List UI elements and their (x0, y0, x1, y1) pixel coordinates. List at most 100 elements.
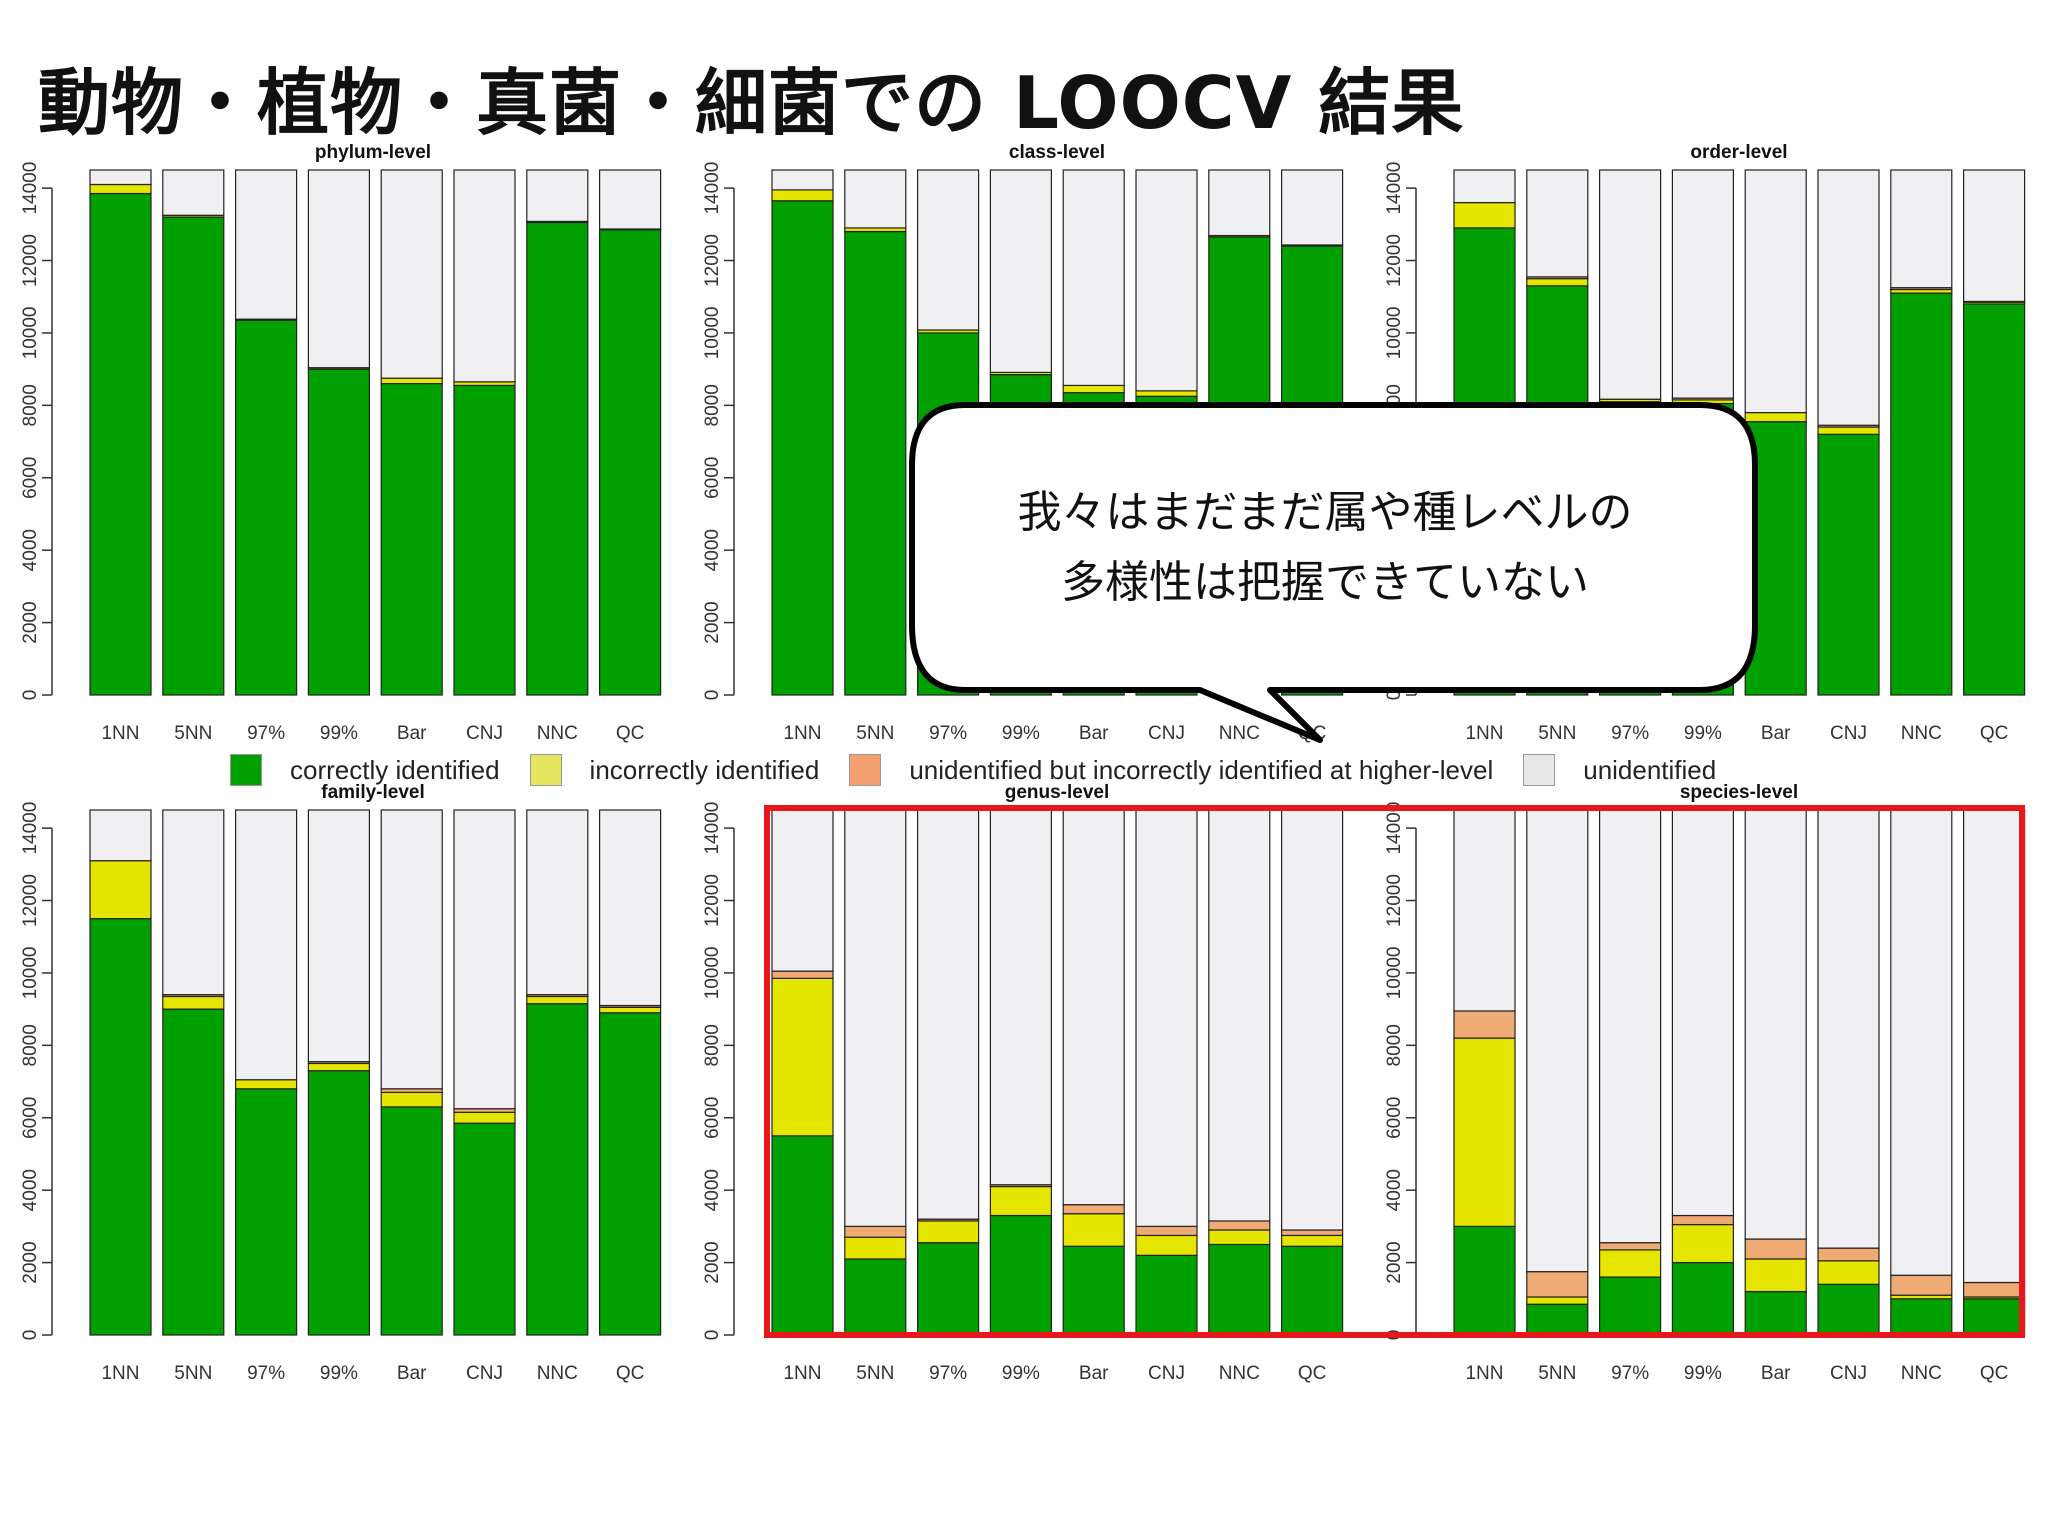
bar-segment (453, 169, 516, 383)
bar-segment (1208, 1220, 1271, 1231)
x-tick-label: 99% (320, 1363, 358, 1384)
bar-segment (1135, 390, 1198, 397)
bar-segment (1280, 1229, 1344, 1237)
bar-segment (1135, 1254, 1198, 1336)
chart-title: species-level (1680, 782, 1798, 803)
bar-segment (1817, 1260, 1880, 1285)
x-tick-label: 97% (1611, 723, 1649, 744)
y-tick-label: 8000 (702, 384, 723, 426)
bar-segment (1744, 809, 1807, 1240)
bar-segment (1598, 169, 1662, 400)
bar-segment (1135, 1225, 1198, 1237)
y-tick-label: 12000 (1384, 874, 1405, 927)
bar-segment (598, 1006, 662, 1014)
bar-segment (1890, 809, 1953, 1276)
y-tick-label: 6000 (702, 1097, 723, 1139)
bar-segment (989, 809, 1053, 1186)
bar-segment (1453, 1010, 1516, 1039)
x-tick-label: QC (616, 723, 645, 744)
bar-segment (1890, 169, 1953, 289)
bar-segment (162, 169, 225, 216)
x-tick-label: 5NN (856, 723, 894, 744)
bar-segment (1526, 169, 1589, 278)
bar-segment (1671, 169, 1735, 399)
bar-segment (771, 970, 834, 979)
x-tick-label: QC (1298, 1363, 1327, 1384)
bar-segment (1744, 1258, 1807, 1293)
x-tick-label: NNC (1219, 1363, 1260, 1384)
x-tick-label: Bar (1079, 723, 1109, 744)
bar-segment (1817, 1283, 1880, 1336)
x-tick-label: Bar (397, 1363, 427, 1384)
bar-segment (1526, 809, 1589, 1273)
y-tick-label: 14000 (20, 162, 41, 215)
x-tick-label: 99% (320, 723, 358, 744)
bar-segment (526, 221, 589, 696)
bar-segment (89, 860, 152, 920)
bar-segment (1062, 1204, 1125, 1215)
bar-segment (235, 1079, 298, 1090)
bar-segment (1817, 1247, 1880, 1262)
callout-line-2: 多様性は把握できていない (1061, 557, 1589, 608)
callout-line-1: 我々はまだまだ属や種レベルの (1017, 487, 1633, 538)
bar-segment (1062, 1213, 1125, 1247)
x-tick-label: CNJ (466, 1363, 503, 1384)
x-tick-label: CNJ (1830, 723, 1867, 744)
bar-segment (1671, 809, 1735, 1217)
legend-label-unidentified: unidentified (1583, 754, 1717, 785)
y-tick-label: 14000 (1384, 162, 1405, 215)
y-tick-label: 10000 (1384, 307, 1405, 360)
y-tick-label: 0 (20, 1330, 41, 1341)
x-tick-label: NNC (537, 1363, 578, 1384)
x-tick-label: CNJ (1148, 723, 1185, 744)
y-tick-label: 14000 (1384, 802, 1405, 855)
chart-title: phylum-level (315, 142, 431, 163)
y-tick-label: 4000 (1384, 1169, 1405, 1211)
callout-text: 我々はまだまだ属や種レベルの 多様性は把握できていない (925, 478, 1725, 618)
bar-segment (307, 169, 370, 369)
bar-segment (235, 169, 298, 320)
y-tick-label: 12000 (20, 874, 41, 927)
y-tick-label: 8000 (1384, 1024, 1405, 1066)
bar-segment (1817, 809, 1880, 1249)
bar-segment (844, 1225, 907, 1238)
y-tick-label: 6000 (702, 457, 723, 499)
bar-segment (453, 384, 516, 696)
bar-segment (380, 1106, 443, 1336)
bar-segment (162, 1008, 225, 1336)
bar-segment (1598, 1276, 1662, 1336)
x-tick-label: 1NN (1465, 1363, 1503, 1384)
x-tick-label: 99% (1002, 1363, 1040, 1384)
x-tick-label: QC (1980, 723, 2009, 744)
x-tick-label: Bar (1761, 723, 1791, 744)
bar-segment (771, 1135, 834, 1336)
bar-segment (1598, 1249, 1662, 1278)
bar-segment (1526, 1296, 1589, 1305)
x-tick-label: 5NN (174, 723, 212, 744)
bar-segment (89, 918, 152, 1336)
y-tick-label: 6000 (20, 457, 41, 499)
bar-segment (989, 1214, 1053, 1336)
y-tick-label: 8000 (20, 1024, 41, 1066)
x-tick-label: 99% (1684, 1363, 1722, 1384)
bar-segment (162, 995, 225, 1010)
bar-segment (1208, 809, 1271, 1222)
bar-segment (1744, 169, 1807, 414)
bar-segment (526, 1003, 589, 1336)
bar-segment (162, 216, 225, 696)
x-tick-label: 97% (247, 723, 285, 744)
bar-segment (1526, 278, 1589, 287)
bar-segment (844, 1258, 907, 1336)
bar-segment (1598, 1242, 1662, 1251)
bar-segment (1062, 384, 1125, 394)
bar-segment (1280, 1234, 1344, 1247)
y-tick-label: 10000 (702, 947, 723, 1000)
bar-segment (235, 1088, 298, 1336)
legend-item-unidentified: unidentified (1523, 754, 1716, 786)
y-tick-label: 10000 (1384, 947, 1405, 1000)
highlight-box (764, 805, 2025, 1338)
y-tick-label: 6000 (1384, 1097, 1405, 1139)
chart-species-level: species-level020004000600080001000012000… (1384, 782, 2026, 1384)
bar-segment (1890, 1298, 1953, 1336)
